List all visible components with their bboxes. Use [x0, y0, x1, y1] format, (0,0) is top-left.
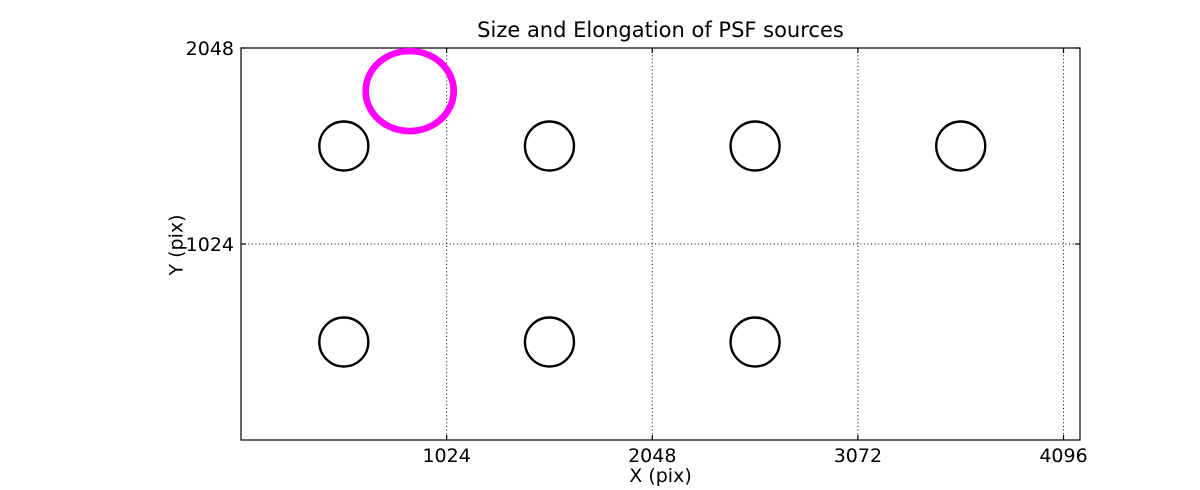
y-axis-label: Y (pix): [165, 214, 188, 276]
axes-spines: [240, 47, 1081, 441]
psf-marker: [318, 316, 370, 368]
psf-marker: [523, 120, 576, 172]
psf-marker: [729, 316, 781, 368]
x-tick-label: 4096: [1039, 445, 1087, 467]
psf-marker-highlight: [362, 47, 458, 135]
y-tick-label: 1024: [186, 234, 234, 256]
x-tick-label: 3072: [834, 445, 882, 467]
x-tick-label: 2048: [628, 445, 676, 467]
x-axis-label: X (pix): [629, 465, 692, 487]
psf-marker: [523, 316, 576, 368]
psf-marker: [729, 120, 781, 172]
psf-marker: [935, 120, 987, 172]
psf-marker: [318, 120, 370, 172]
chart-title: Size and Elongation of PSF sources: [477, 18, 844, 42]
x-tick-label: 1024: [422, 445, 470, 467]
y-tick-label: 2048: [186, 38, 234, 60]
